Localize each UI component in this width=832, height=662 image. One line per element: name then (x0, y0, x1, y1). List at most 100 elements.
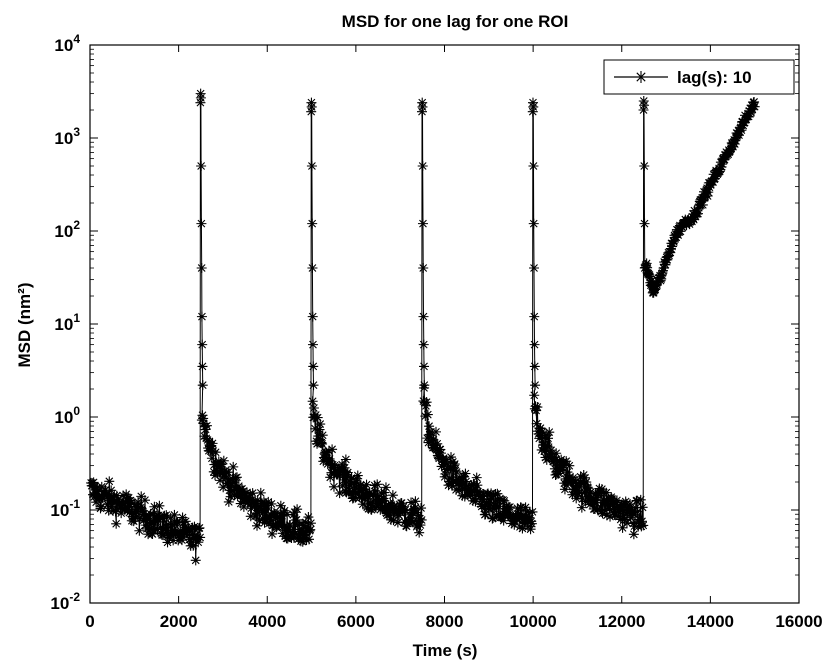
data-point (377, 495, 388, 506)
data-point (473, 489, 484, 500)
data-point (206, 440, 217, 451)
data-point (407, 516, 418, 527)
data-point (579, 472, 590, 483)
data-point (578, 470, 589, 481)
data-point (387, 490, 398, 501)
data-point (417, 218, 428, 229)
data-point (480, 509, 491, 520)
data-point (471, 472, 482, 483)
data-point (305, 524, 316, 535)
data-point (601, 487, 612, 498)
data-point (122, 504, 133, 515)
data-point (561, 480, 572, 491)
data-point (131, 507, 142, 518)
data-point (613, 511, 624, 522)
data-point (651, 280, 662, 291)
data-point (657, 267, 668, 278)
data-point (106, 485, 117, 496)
data-point (345, 479, 356, 490)
data-point (639, 218, 650, 229)
data-point (136, 503, 147, 514)
data-point (418, 311, 429, 322)
data-point (449, 460, 460, 471)
data-point (313, 434, 324, 445)
data-point (675, 226, 686, 237)
data-point (551, 469, 562, 480)
data-point (656, 273, 667, 284)
data-point (197, 380, 208, 391)
data-point (180, 516, 191, 527)
data-point (126, 497, 137, 508)
data-point (297, 536, 308, 547)
data-point (536, 430, 547, 441)
data-point (709, 173, 720, 184)
data-point (334, 488, 345, 499)
data-point (580, 496, 591, 507)
data-point (418, 263, 429, 274)
data-point (88, 477, 99, 488)
data-point (637, 502, 648, 513)
data-point (525, 524, 536, 535)
data-point (700, 188, 711, 199)
data-point (512, 503, 523, 514)
data-point (196, 263, 207, 274)
data-point (130, 512, 141, 523)
data-point (288, 532, 299, 543)
data-point (304, 534, 315, 545)
data-point (396, 498, 407, 509)
data-point (521, 506, 532, 517)
y-axis-title: MSD (nm²) (15, 283, 34, 368)
data-point (370, 502, 381, 513)
data-point (244, 492, 255, 503)
data-point (677, 222, 688, 233)
data-point (469, 493, 480, 504)
data-point (531, 418, 542, 429)
data-point (715, 164, 726, 175)
data-point (422, 409, 433, 420)
data-point (274, 511, 285, 522)
data-point (322, 453, 333, 464)
data-point (749, 101, 760, 112)
data-point (484, 504, 495, 515)
data-point (491, 510, 502, 521)
chart-title: MSD for one lag for one ROI (342, 12, 569, 31)
data-point (611, 498, 622, 509)
y-axis-ticks: 10-2 10-1 100 101 102 103 104 (50, 32, 799, 613)
data-point (732, 130, 743, 141)
data-point (223, 467, 234, 478)
data-point (606, 492, 617, 503)
x-axis-title: Time (s) (413, 641, 478, 660)
data-point (574, 481, 585, 492)
data-point (386, 500, 397, 511)
data-point (538, 439, 549, 450)
y-tick-label: 102 (54, 218, 80, 241)
x-tick-label: 10000 (509, 612, 556, 631)
data-point (247, 488, 258, 499)
data-point (301, 535, 312, 546)
data-point (417, 160, 428, 171)
data-point (255, 501, 266, 512)
data-point (618, 500, 629, 511)
data-point (108, 505, 119, 516)
data-point (238, 501, 249, 512)
data-point (418, 339, 429, 350)
data-point (359, 484, 370, 495)
data-point (92, 486, 103, 497)
data-point (327, 459, 338, 470)
data-point (125, 495, 136, 506)
data-point (117, 503, 128, 514)
data-point (532, 402, 543, 413)
data-point (528, 101, 539, 112)
data-point (518, 513, 529, 524)
data-point (481, 499, 492, 510)
data-point (261, 500, 272, 511)
data-point (639, 160, 650, 171)
data-point (417, 101, 428, 112)
data-point (590, 503, 601, 514)
data-point (291, 514, 302, 525)
data-point (448, 476, 459, 487)
data-point (113, 494, 124, 505)
data-point (445, 463, 456, 474)
data-point (253, 506, 264, 517)
data-point (111, 518, 122, 529)
